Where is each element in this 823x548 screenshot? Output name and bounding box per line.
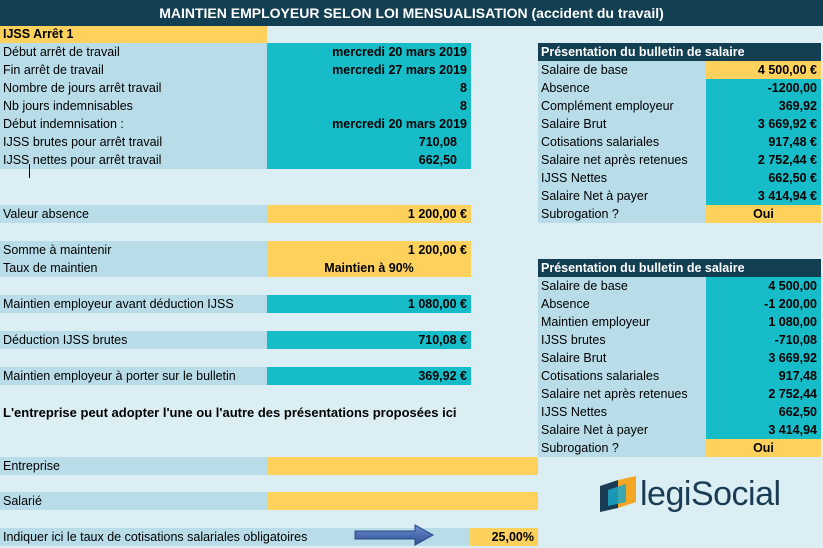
b1-label-salaire-brut: Salaire Brut <box>538 115 706 133</box>
ijss-header: IJSS Arrêt 1 <box>0 26 267 43</box>
b1-label-cotisations: Cotisations salariales <box>538 133 706 151</box>
b2-value-net-apres-retenues: 2 752,44 <box>706 385 821 403</box>
b2-label-net-apres-retenues: Salaire net après retenues <box>538 385 706 403</box>
b1-label-net-a-payer: Salaire Net à payer <box>538 187 706 205</box>
b2-label-cotisations: Cotisations salariales <box>538 367 706 385</box>
page-title: MAINTIEN EMPLOYEUR SELON LOI MENSUALISAT… <box>0 0 823 26</box>
value-fin-arret[interactable]: mercredi 27 mars 2019 <box>267 61 471 79</box>
b2-label-absence: Absence <box>538 295 706 313</box>
b2-value-absence: -1 200,00 <box>706 295 821 313</box>
b2-value-subrogation[interactable]: Oui <box>706 439 821 457</box>
b1-value-ijss-nettes: 662,50 € <box>706 169 821 187</box>
value-ijss-nettes[interactable]: 662,50 <box>267 151 471 169</box>
label-debut-indemnisation: Début indemnisation : <box>0 115 267 133</box>
b1-label-absence: Absence <box>538 79 706 97</box>
logo-social: Social <box>690 475 781 513</box>
value-debut-indemnisation[interactable]: mercredi 20 mars 2019 <box>267 115 471 133</box>
b2-value-cotisations: 917,48 <box>706 367 821 385</box>
b1-value-salaire-base[interactable]: 4 500,00 € <box>706 61 821 79</box>
bulletin2-header: Présentation du bulletin de salaire <box>538 259 821 277</box>
b2-label-maintien-employeur: Maintien employeur <box>538 313 706 331</box>
label-salarie: Salarié <box>0 492 267 510</box>
b1-label-complement: Complément employeur <box>538 97 706 115</box>
label-maintien-bulletin: Maintien employeur à porter sur le bulle… <box>0 367 267 385</box>
b2-value-salaire-brut: 3 669,92 <box>706 349 821 367</box>
b1-label-net-apres-retenues: Salaire net après retenues <box>538 151 706 169</box>
value-somme-maintenir[interactable]: 1 200,00 € <box>267 241 471 259</box>
value-ijss-brutes[interactable]: 710,08 <box>267 133 471 151</box>
value-taux-maintien[interactable]: Maintien à 90% <box>267 259 471 277</box>
value-nb-jours-arret[interactable]: 8 <box>267 79 471 97</box>
legisocial-logo-icon <box>596 472 640 516</box>
presentation-note: L'entreprise peut adopter l'une ou l'aut… <box>3 405 457 420</box>
b2-value-ijss-nettes: 662,50 <box>706 403 821 421</box>
value-nb-jours-indemnisables[interactable]: 8 <box>267 97 471 115</box>
value-taux-cotisations[interactable]: 25,00% <box>470 528 538 546</box>
label-deduction: Déduction IJSS brutes <box>0 331 267 349</box>
label-maintien-avant: Maintien employeur avant déduction IJSS <box>0 295 267 313</box>
b1-value-absence: -1200,00 <box>706 79 821 97</box>
input-salarie[interactable] <box>267 492 538 510</box>
label-taux-cotisations: Indiquer ici le taux de cotisations sala… <box>0 528 470 546</box>
value-maintien-avant[interactable]: 1 080,00 € <box>267 295 471 313</box>
b2-label-ijss-brutes: IJSS brutes <box>538 331 706 349</box>
b1-label-ijss-nettes: IJSS Nettes <box>538 169 706 187</box>
b1-label-salaire-base: Salaire de base <box>538 61 706 79</box>
label-valeur-absence: Valeur absence <box>0 205 267 223</box>
b2-label-ijss-nettes: IJSS Nettes <box>538 403 706 421</box>
b2-label-subrogation: Subrogation ? <box>538 439 706 457</box>
b2-value-ijss-brutes: -710,08 <box>706 331 821 349</box>
input-entreprise[interactable] <box>267 457 538 475</box>
b2-value-maintien-employeur: 1 080,00 <box>706 313 821 331</box>
logo-legi: legi <box>640 475 691 513</box>
b1-value-subrogation[interactable]: Oui <box>706 205 821 223</box>
label-nb-jours-indemnisables: Nb jours indemnisables <box>0 97 267 115</box>
label-debut-arret: Début arrêt de travail <box>0 43 267 61</box>
b1-value-net-apres-retenues: 2 752,44 € <box>706 151 821 169</box>
b1-value-salaire-brut: 3 669,92 € <box>706 115 821 133</box>
label-entreprise: Entreprise <box>0 457 267 475</box>
b1-value-complement: 369,92 <box>706 97 821 115</box>
text-cursor <box>29 164 30 178</box>
b2-label-net-a-payer: Salaire Net à payer <box>538 421 706 439</box>
arrow-right-icon <box>353 524 435 546</box>
label-ijss-brutes: IJSS brutes pour arrêt travail <box>0 133 267 151</box>
bulletin1-header: Présentation du bulletin de salaire <box>538 43 821 61</box>
b2-value-salaire-base: 4 500,00 <box>706 277 821 295</box>
b1-label-subrogation: Subrogation ? <box>538 205 706 223</box>
value-deduction[interactable]: 710,08 € <box>267 331 471 349</box>
label-fin-arret: Fin arrêt de travail <box>0 61 267 79</box>
value-maintien-bulletin[interactable]: 369,92 € <box>267 367 471 385</box>
legisocial-logo-text: legiSocial <box>640 472 781 516</box>
label-ijss-nettes: IJSS nettes pour arrêt travail <box>0 151 267 169</box>
b2-value-net-a-payer: 3 414,94 <box>706 421 821 439</box>
label-nb-jours-arret: Nombre de jours arrêt travail <box>0 79 267 97</box>
label-somme-maintenir: Somme à maintenir <box>0 241 267 259</box>
b2-label-salaire-brut: Salaire Brut <box>538 349 706 367</box>
b1-value-cotisations: 917,48 € <box>706 133 821 151</box>
b2-label-salaire-base: Salaire de base <box>538 277 706 295</box>
value-debut-arret[interactable]: mercredi 20 mars 2019 <box>267 43 471 61</box>
b1-value-net-a-payer: 3 414,94 € <box>706 187 821 205</box>
value-valeur-absence[interactable]: 1 200,00 € <box>267 205 471 223</box>
label-taux-maintien: Taux de maintien <box>0 259 267 277</box>
